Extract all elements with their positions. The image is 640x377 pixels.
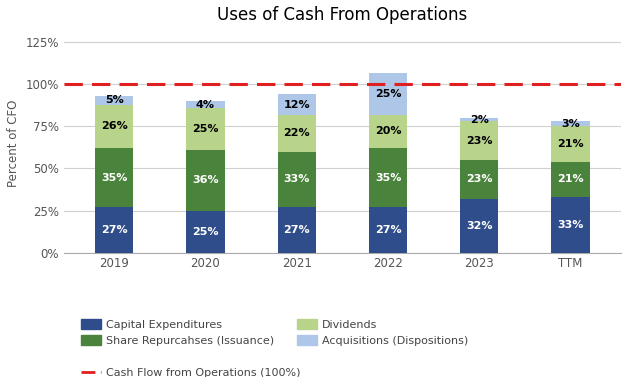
Bar [369, 148, 407, 207]
Bar [95, 148, 133, 207]
Bar [369, 115, 407, 148]
Bar [552, 197, 590, 253]
Bar [552, 126, 590, 162]
Text: 26%: 26% [101, 121, 127, 132]
Text: 25%: 25% [375, 89, 401, 99]
Text: 2%: 2% [470, 115, 489, 125]
Bar [460, 160, 499, 199]
Text: 27%: 27% [284, 225, 310, 235]
Text: 23%: 23% [466, 136, 493, 146]
Bar [369, 207, 407, 253]
Text: 35%: 35% [375, 173, 401, 183]
Bar [552, 121, 590, 126]
Text: 12%: 12% [284, 100, 310, 110]
Bar [552, 162, 590, 197]
Text: 3%: 3% [561, 119, 580, 129]
Bar [186, 108, 225, 150]
Text: 22%: 22% [284, 128, 310, 138]
Text: 27%: 27% [101, 225, 127, 235]
Bar [278, 115, 316, 152]
Bar [186, 150, 225, 210]
Text: 4%: 4% [196, 100, 215, 110]
Text: 36%: 36% [192, 175, 219, 185]
Bar [460, 121, 499, 160]
Bar [460, 118, 499, 121]
Text: 33%: 33% [284, 175, 310, 184]
Text: 21%: 21% [557, 175, 584, 184]
Bar [95, 207, 133, 253]
Text: 20%: 20% [375, 127, 401, 136]
Bar [460, 199, 499, 253]
Text: 25%: 25% [192, 124, 219, 134]
Bar [369, 73, 407, 115]
Bar [186, 210, 225, 253]
Text: 35%: 35% [101, 173, 127, 183]
Text: 25%: 25% [192, 227, 219, 236]
Bar [278, 95, 316, 115]
Text: 23%: 23% [466, 175, 493, 184]
Y-axis label: Percent of CFO: Percent of CFO [7, 100, 20, 187]
Bar [278, 207, 316, 253]
Bar [186, 101, 225, 108]
Title: Uses of Cash From Operations: Uses of Cash From Operations [217, 6, 468, 24]
Text: 21%: 21% [557, 139, 584, 149]
Text: 33%: 33% [557, 220, 584, 230]
Bar [95, 96, 133, 104]
Text: 27%: 27% [375, 225, 401, 235]
Legend: Cash Flow from Operations (100%): Cash Flow from Operations (100%) [81, 368, 301, 377]
Text: 5%: 5% [105, 95, 124, 105]
Text: 32%: 32% [466, 221, 493, 231]
Bar [95, 104, 133, 148]
Bar [278, 152, 316, 207]
